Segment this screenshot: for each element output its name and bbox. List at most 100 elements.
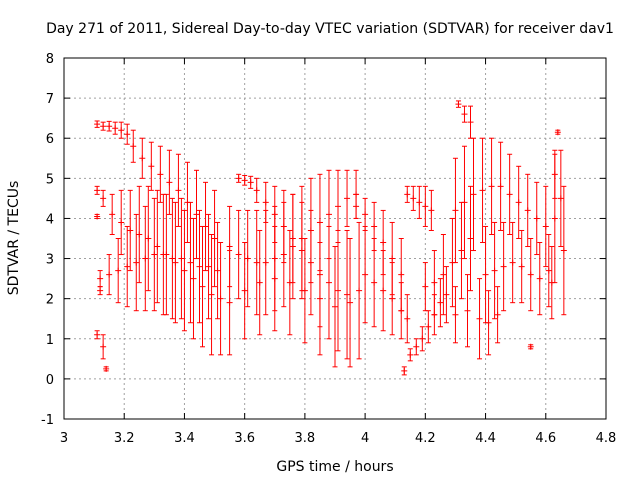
data-point xyxy=(103,365,110,372)
data-point xyxy=(482,225,489,324)
data-point xyxy=(506,153,513,235)
point-marker xyxy=(157,171,164,178)
data-point xyxy=(166,149,173,215)
data-point xyxy=(398,282,405,340)
point-marker xyxy=(416,199,423,206)
point-marker xyxy=(124,131,131,138)
point-marker xyxy=(461,199,468,206)
data-point xyxy=(524,173,531,248)
data-point xyxy=(289,193,296,300)
point-marker xyxy=(536,275,543,282)
data-point xyxy=(97,286,104,296)
data-point xyxy=(491,221,498,320)
point-marker xyxy=(437,299,444,306)
data-point xyxy=(425,310,432,344)
point-marker xyxy=(461,111,468,118)
data-point xyxy=(437,278,444,328)
data-point xyxy=(100,334,107,360)
data-point xyxy=(422,262,429,312)
point-marker xyxy=(419,335,426,342)
point-marker xyxy=(94,187,101,194)
data-point xyxy=(515,165,522,239)
point-marker xyxy=(401,367,408,374)
data-point xyxy=(401,366,408,376)
x-tick-label: 4.6 xyxy=(535,431,556,446)
data-point xyxy=(356,221,363,360)
point-marker xyxy=(166,179,173,186)
y-tick-label: 7 xyxy=(46,92,54,107)
x-tick-label: 4.2 xyxy=(415,431,436,446)
data-point xyxy=(419,326,426,352)
point-marker xyxy=(316,295,323,302)
point-marker xyxy=(452,207,459,214)
point-marker xyxy=(545,267,552,274)
point-marker xyxy=(527,271,534,278)
data-point xyxy=(464,274,471,348)
data-point xyxy=(244,209,251,308)
y-tick-label: 2 xyxy=(46,293,54,308)
point-marker xyxy=(226,243,233,250)
y-tick-label: 6 xyxy=(46,132,54,147)
data-point xyxy=(557,149,564,248)
point-marker xyxy=(94,121,101,128)
point-marker xyxy=(106,123,113,130)
data-point xyxy=(362,197,369,231)
point-marker xyxy=(160,251,167,258)
data-point xyxy=(271,225,278,332)
data-point xyxy=(461,105,468,123)
data-point xyxy=(187,201,194,324)
data-point xyxy=(253,209,260,316)
point-marker xyxy=(253,259,260,266)
data-point xyxy=(133,213,140,312)
data-point xyxy=(115,238,122,304)
point-marker xyxy=(422,203,429,210)
data-point xyxy=(235,173,242,183)
point-marker xyxy=(307,227,314,234)
point-marker xyxy=(181,267,188,274)
data-point xyxy=(455,100,462,108)
data-point xyxy=(157,145,164,203)
data-point xyxy=(178,197,185,320)
y-tick-label: 5 xyxy=(46,172,54,187)
data-point xyxy=(554,129,561,136)
point-marker xyxy=(241,287,248,294)
data-point xyxy=(440,233,447,316)
point-marker xyxy=(118,219,125,226)
point-marker xyxy=(452,311,459,318)
point-marker xyxy=(100,195,107,202)
point-marker xyxy=(301,287,308,294)
x-tick-label: 3.8 xyxy=(295,431,316,446)
data-point xyxy=(497,141,504,231)
point-marker xyxy=(253,187,260,194)
data-point xyxy=(217,242,224,356)
point-marker xyxy=(127,227,134,234)
point-marker xyxy=(199,283,206,290)
data-point xyxy=(97,270,104,288)
plot-frame xyxy=(63,57,607,420)
data-point xyxy=(154,189,161,304)
data-point xyxy=(527,238,534,312)
data-point xyxy=(560,185,567,316)
data-point xyxy=(199,225,206,348)
data-point xyxy=(145,185,152,292)
data-point xyxy=(407,348,414,362)
data-point xyxy=(443,266,450,324)
point-marker xyxy=(332,303,338,310)
point-marker xyxy=(500,263,507,270)
point-marker xyxy=(187,259,194,266)
point-marker xyxy=(103,365,110,372)
data-point xyxy=(112,121,119,135)
data-point xyxy=(196,209,203,324)
point-marker xyxy=(115,267,122,274)
y-tick-label: 8 xyxy=(46,52,54,67)
data-point xyxy=(139,137,146,179)
data-point xyxy=(106,120,113,132)
data-point xyxy=(347,238,354,368)
data-point xyxy=(124,225,131,308)
point-marker xyxy=(325,279,332,286)
data-point xyxy=(452,157,459,264)
point-marker xyxy=(356,287,363,294)
point-marker xyxy=(335,287,342,294)
point-marker xyxy=(413,343,420,350)
data-point xyxy=(148,141,155,191)
